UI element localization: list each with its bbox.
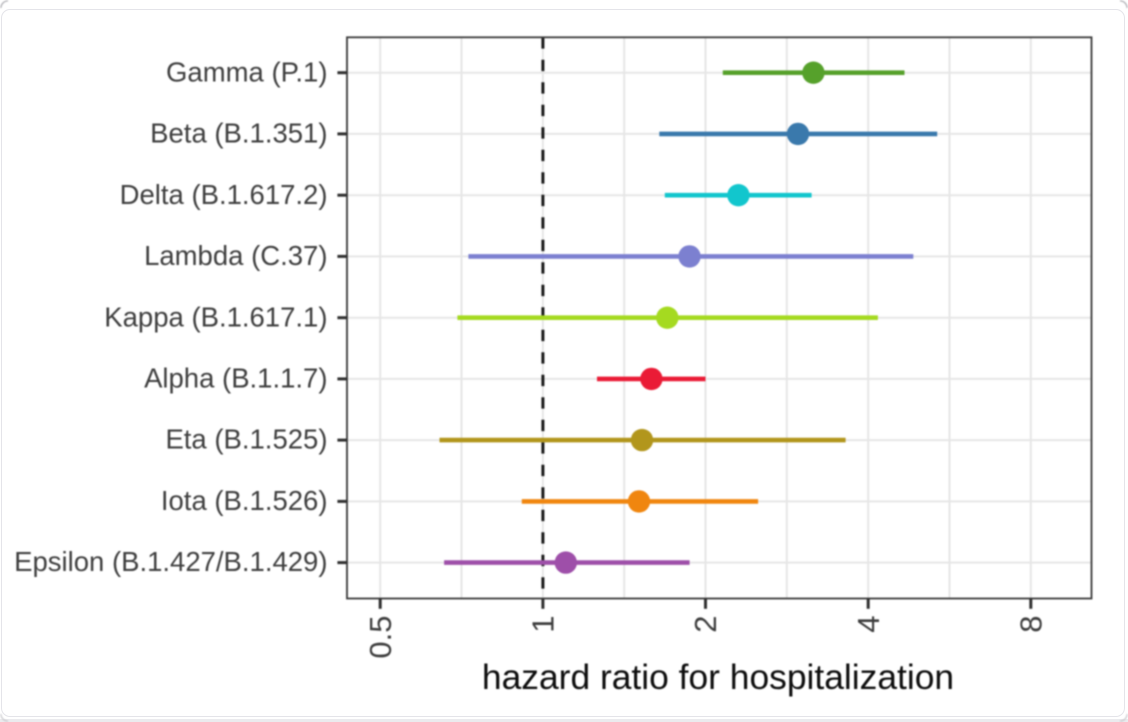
svg-text:8: 8	[1014, 616, 1049, 633]
svg-text:Alpha (B.1.1.7): Alpha (B.1.1.7)	[144, 363, 327, 394]
svg-text:Beta (B.1.351): Beta (B.1.351)	[150, 118, 327, 149]
svg-text:Kappa (B.1.617.1): Kappa (B.1.617.1)	[104, 301, 327, 332]
svg-text:Delta (B.1.617.2): Delta (B.1.617.2)	[120, 179, 328, 210]
svg-text:1: 1	[526, 616, 561, 633]
svg-text:0.5: 0.5	[363, 616, 398, 659]
svg-text:Lambda (C.37): Lambda (C.37)	[144, 240, 327, 271]
svg-text:Epsilon (B.1.427/B.1.429): Epsilon (B.1.427/B.1.429)	[14, 546, 327, 577]
svg-text:2: 2	[688, 616, 723, 633]
svg-text:Gamma (P.1): Gamma (P.1)	[166, 56, 327, 87]
svg-text:4: 4	[851, 616, 886, 633]
svg-text:hazard ratio for hospitalizati: hazard ratio for hospitalization	[482, 657, 954, 697]
svg-text:Iota (B.1.526): Iota (B.1.526)	[161, 485, 328, 516]
svg-text:Eta (B.1.525): Eta (B.1.525)	[165, 424, 327, 455]
